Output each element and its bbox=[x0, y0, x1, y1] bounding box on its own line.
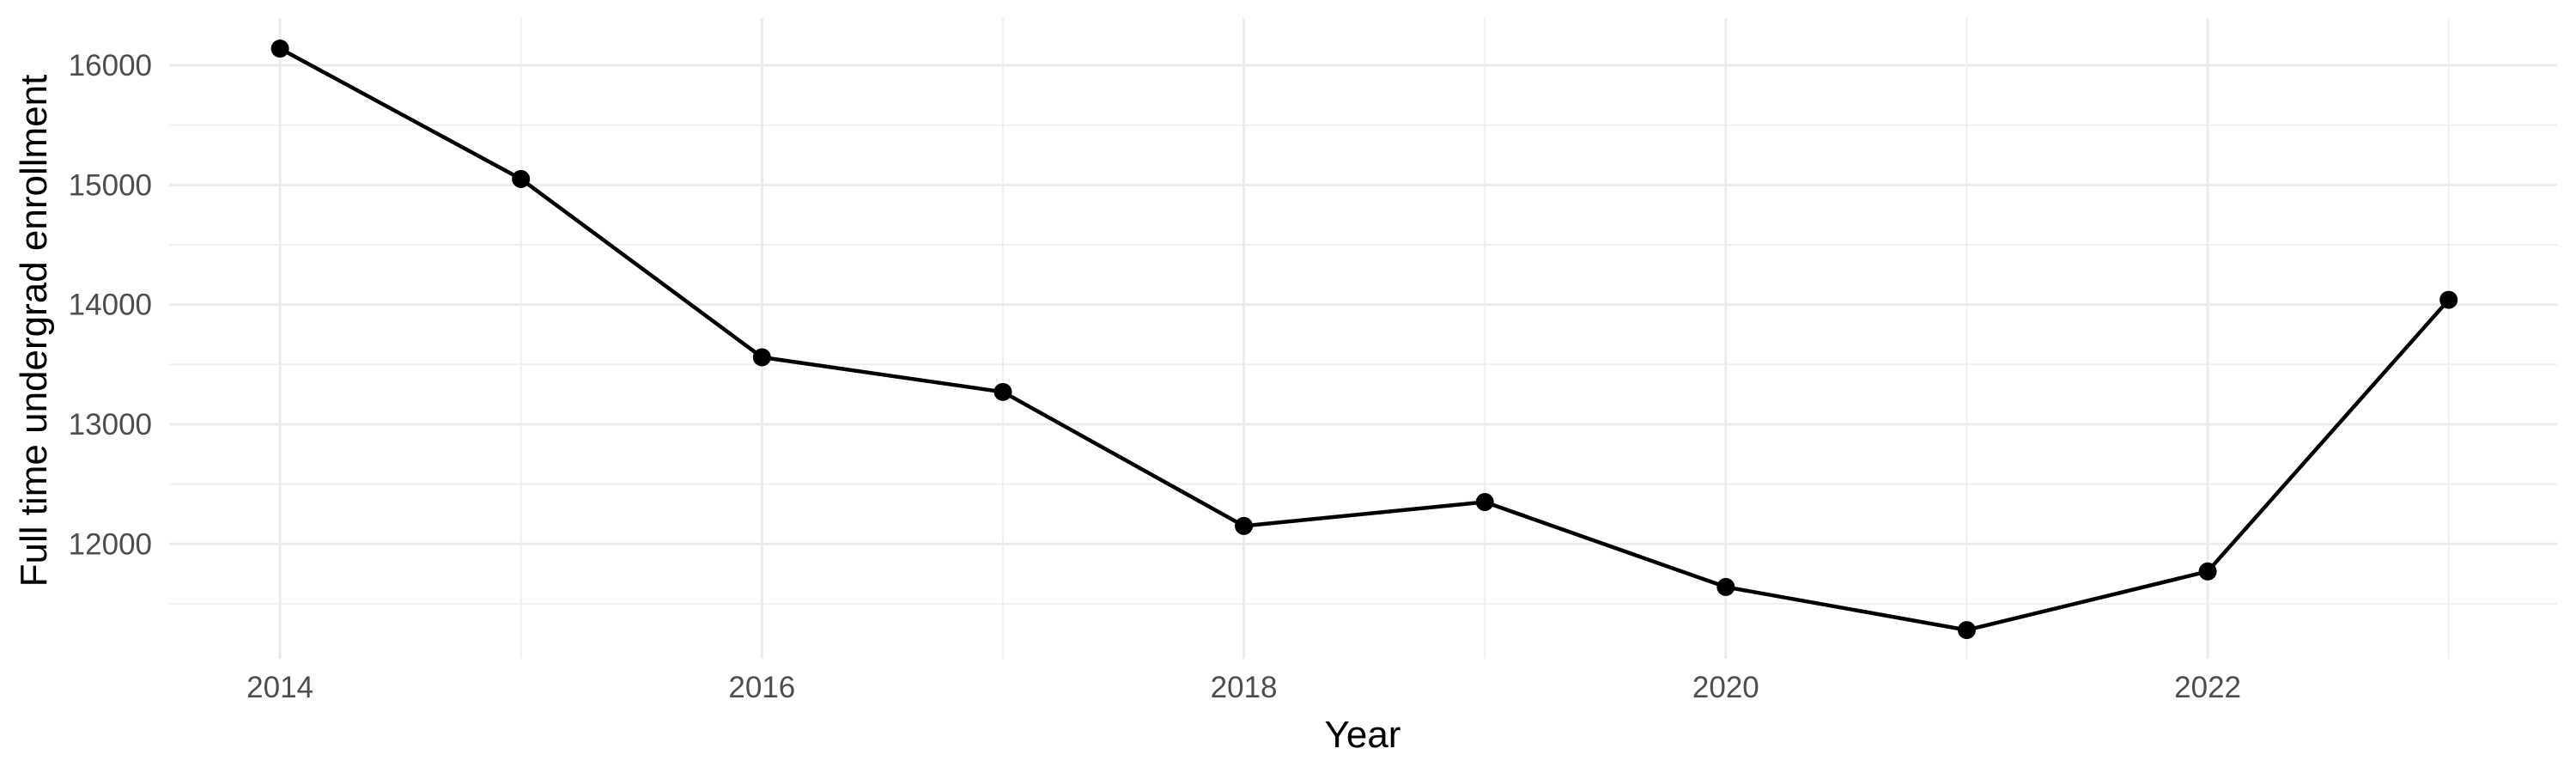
data-point bbox=[752, 348, 771, 367]
y-tick-label: 12000 bbox=[69, 527, 152, 561]
data-line bbox=[277, 46, 2451, 632]
data-point bbox=[993, 382, 1012, 401]
x-tick-label: 2014 bbox=[246, 671, 313, 704]
data-point bbox=[512, 169, 531, 188]
x-tick-label: 2020 bbox=[1692, 671, 1759, 704]
data-point bbox=[270, 40, 289, 58]
y-tick-label: 15000 bbox=[69, 168, 152, 202]
y-tick-label: 13000 bbox=[69, 408, 152, 441]
data-point bbox=[1235, 516, 1254, 535]
data-point bbox=[1475, 493, 1494, 512]
x-tick-label: 2022 bbox=[2174, 671, 2241, 704]
x-tick-label: 2018 bbox=[1211, 671, 1278, 704]
y-axis-title: Full time undergrad enrollment bbox=[13, 74, 55, 587]
x-tick-label: 2016 bbox=[728, 671, 795, 704]
y-tick-label: 14000 bbox=[69, 289, 152, 322]
y-tick-label: 16000 bbox=[69, 49, 152, 82]
data-point bbox=[2439, 290, 2458, 309]
data-point bbox=[2198, 562, 2217, 581]
data-point bbox=[1957, 621, 1976, 640]
data-point bbox=[1716, 577, 1735, 596]
x-axis-title: Year bbox=[1324, 714, 1401, 756]
